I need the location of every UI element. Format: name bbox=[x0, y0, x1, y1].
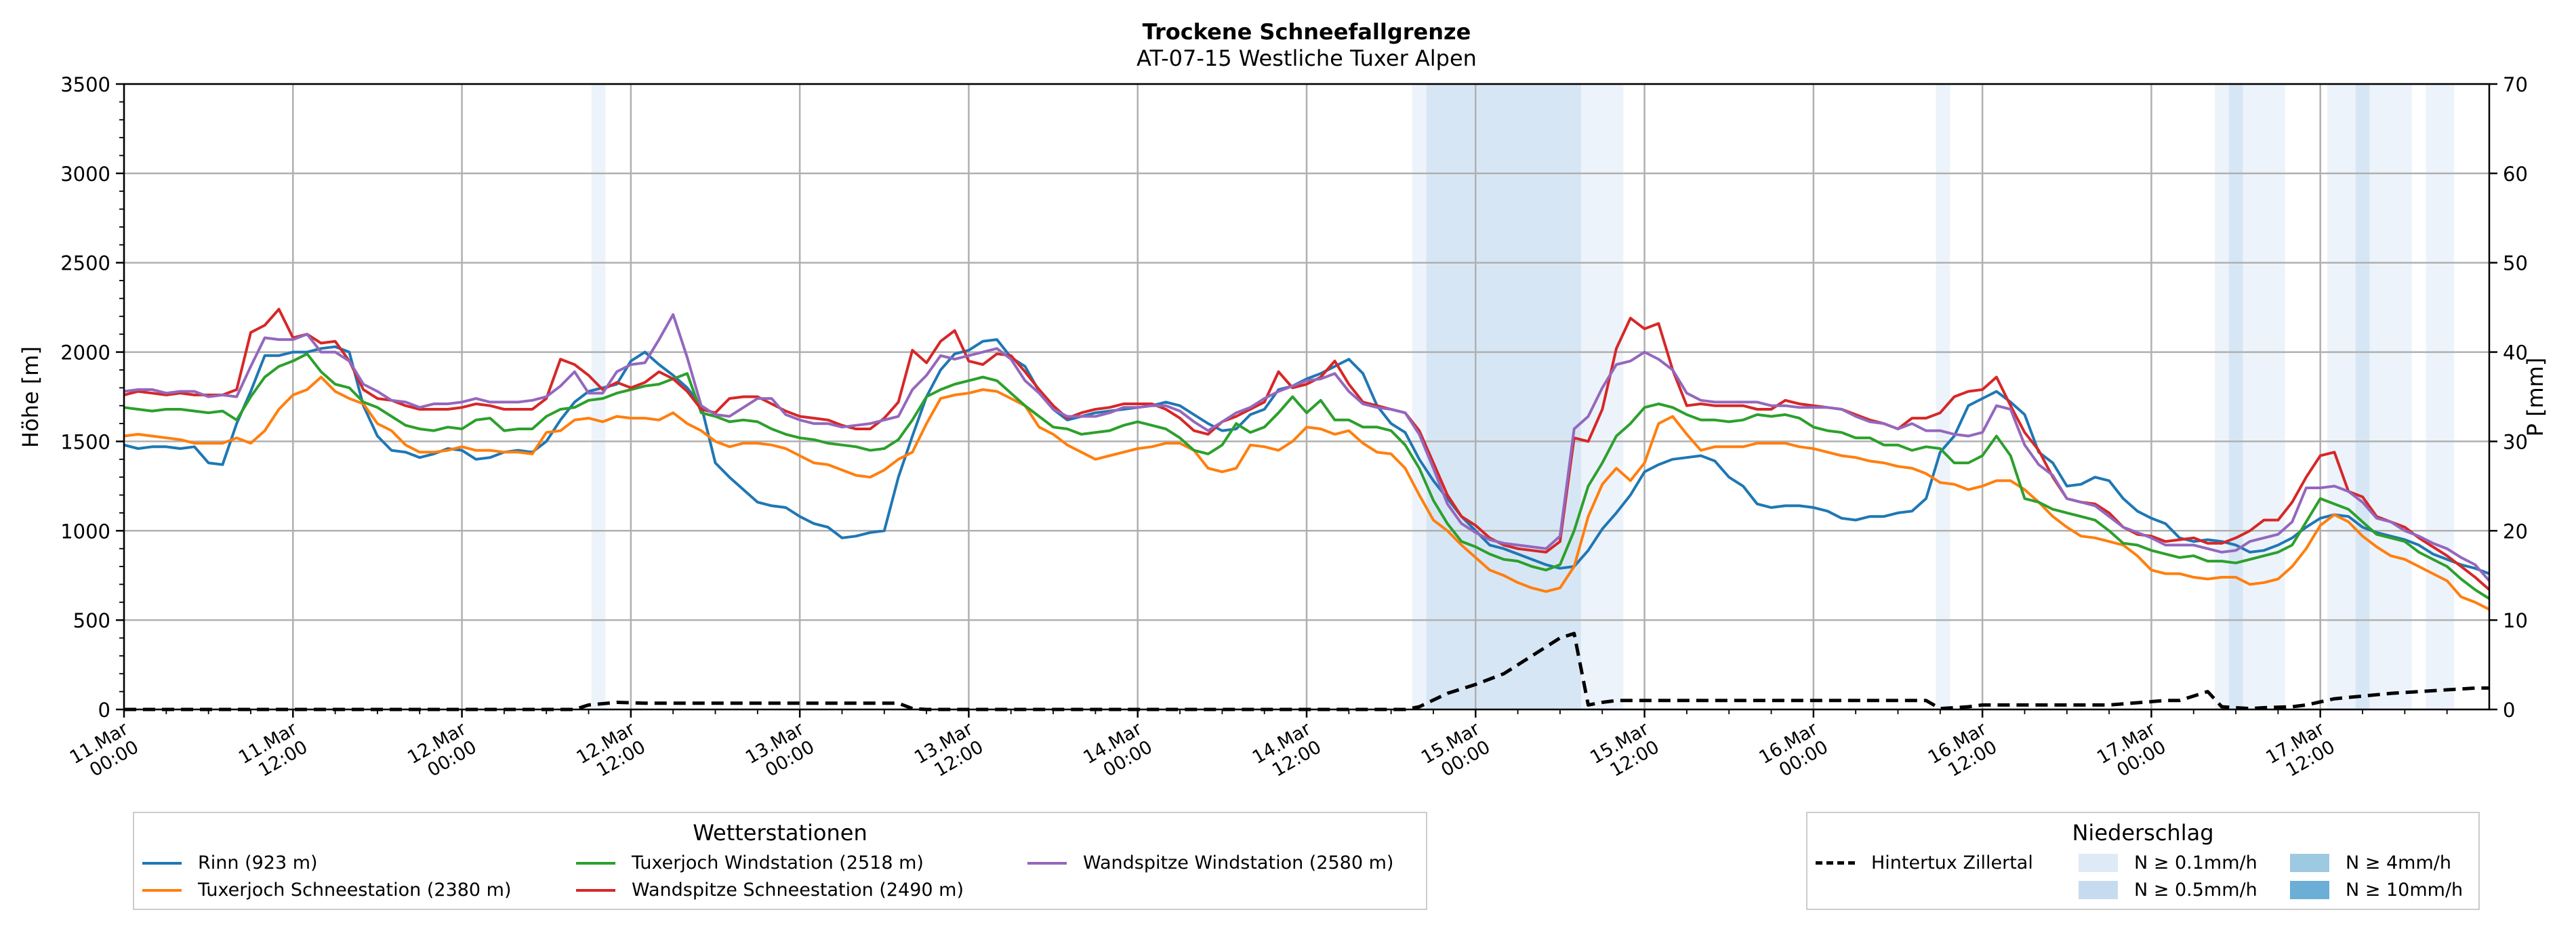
grid-lines bbox=[123, 83, 2489, 711]
series-line-3 bbox=[123, 308, 2491, 591]
legend-item-wandspitze-windstation: Wandspitze Windstation (2580 m) bbox=[1027, 852, 1393, 873]
legend-item-wandspitze-schneestation: Wandspitze Schneestation (2490 m) bbox=[576, 880, 964, 901]
precip-band-8 bbox=[2327, 84, 2356, 709]
y-tick-label-3: 1500 bbox=[60, 430, 110, 453]
legend-dash-hintertux bbox=[1816, 861, 1855, 865]
y2-tick-label-3: 30 bbox=[2503, 430, 2528, 453]
series-line-4 bbox=[123, 313, 2491, 582]
legend-label-hintertux: Hintertux Zillertal bbox=[1871, 852, 2033, 873]
y2-tick-label-1: 10 bbox=[2503, 609, 2528, 632]
legend-line-wandspitze-schneestation bbox=[576, 888, 615, 892]
series-line-2 bbox=[123, 352, 2491, 600]
legend-item-rinn: Rinn (923 m) bbox=[142, 852, 318, 873]
legend-label-tuxerjoch-schneestation: Tuxerjoch Schneestation (2380 m) bbox=[198, 880, 512, 901]
chart-title: Trockene Schneefallgrenze bbox=[1143, 19, 1471, 45]
series-line-0 bbox=[123, 338, 2490, 575]
legend-label-tuxerjoch-windstation: Tuxerjoch Windstation (2518 m) bbox=[632, 852, 924, 873]
precipitation-series bbox=[124, 632, 2489, 711]
precipitation-legend-title: Niederschlag bbox=[2072, 820, 2214, 846]
y-axis-label: Höhe [m] bbox=[18, 346, 43, 448]
precipitation-bands bbox=[591, 84, 2455, 709]
precip-band-3 bbox=[1581, 84, 1624, 709]
legend-line-tuxerjoch-schneestation bbox=[142, 888, 182, 892]
y2-tick-label-6: 60 bbox=[2503, 163, 2528, 186]
precip-band-9 bbox=[2355, 84, 2370, 709]
precip-band-7 bbox=[2243, 84, 2285, 709]
precip-band-0 bbox=[591, 84, 606, 709]
legend-label-rinn: Rinn (923 m) bbox=[198, 852, 318, 873]
legend-line-rinn bbox=[142, 861, 182, 865]
legend-label-n-4: N ≥ 4mm/h bbox=[2346, 852, 2451, 873]
precip-band-10 bbox=[2369, 84, 2412, 709]
y2-tick-label-7: 70 bbox=[2503, 73, 2528, 96]
legend-label-n-0-1: N ≥ 0.1mm/h bbox=[2134, 852, 2257, 873]
legend-patch-n-4 bbox=[2290, 854, 2329, 872]
precip-band-5 bbox=[2214, 84, 2229, 709]
y2-tick-label-0: 0 bbox=[2503, 699, 2515, 722]
chart-subtitle: AT-07-15 Westliche Tuxer Alpen bbox=[1137, 45, 1477, 71]
legend-patch-n-0-1 bbox=[2079, 854, 2118, 872]
precip-band-6 bbox=[2228, 84, 2243, 709]
y-tick-label-4: 2000 bbox=[60, 342, 110, 365]
legend-patch-n-0-5 bbox=[2079, 881, 2118, 899]
station-series bbox=[123, 308, 2491, 611]
y-tick-label-0: 0 bbox=[98, 699, 110, 722]
legend-item-n-0-1: N ≥ 0.1mm/h bbox=[2079, 852, 2257, 873]
y2-tick-label-4: 40 bbox=[2503, 342, 2528, 365]
y-tick-label-5: 2500 bbox=[60, 252, 110, 275]
precip-band-1 bbox=[1412, 84, 1427, 709]
legend-label-n-10: N ≥ 10mm/h bbox=[2346, 880, 2463, 901]
y2-tick-label-2: 20 bbox=[2503, 520, 2528, 543]
legend-label-n-0-5: N ≥ 0.5mm/h bbox=[2134, 880, 2257, 901]
stations-legend: Wetterstationen Rinn (923 m) Tuxerjoch S… bbox=[133, 812, 1427, 910]
legend-label-wandspitze-schneestation: Wandspitze Schneestation (2490 m) bbox=[632, 880, 964, 901]
y2-axis-label: P [mm] bbox=[2522, 358, 2548, 437]
y-tick-label-2: 1000 bbox=[60, 520, 110, 543]
y-tick-label-7: 3500 bbox=[60, 73, 110, 96]
legend-label-wandspitze-windstation: Wandspitze Windstation (2580 m) bbox=[1083, 852, 1394, 873]
legend-item-n-0-5: N ≥ 0.5mm/h bbox=[2079, 880, 2257, 901]
series-line-1 bbox=[123, 375, 2490, 611]
legend-item-tuxerjoch-windstation: Tuxerjoch Windstation (2518 m) bbox=[576, 852, 924, 873]
legend-item-n-10: N ≥ 10mm/h bbox=[2290, 880, 2463, 901]
legend-item-tuxerjoch-schneestation: Tuxerjoch Schneestation (2380 m) bbox=[142, 880, 512, 901]
stations-legend-title: Wetterstationen bbox=[693, 820, 867, 846]
precipitation-legend: Niederschlag Hintertux Zillertal N ≥ 0.1… bbox=[1806, 812, 2480, 910]
y2-tick-label-5: 50 bbox=[2503, 252, 2528, 275]
precip-line-hintertux bbox=[124, 632, 2489, 711]
legend-item-n-4: N ≥ 4mm/h bbox=[2290, 852, 2451, 873]
legend-patch-n-10 bbox=[2290, 881, 2329, 899]
legend-line-tuxerjoch-windstation bbox=[576, 861, 615, 865]
precip-band-2 bbox=[1426, 84, 1582, 709]
precip-band-11 bbox=[2426, 84, 2455, 709]
y-tick-label-6: 3000 bbox=[60, 163, 110, 186]
legend-item-hintertux: Hintertux Zillertal bbox=[1816, 852, 2033, 873]
y-tick-label-1: 500 bbox=[73, 609, 110, 632]
precip-band-4 bbox=[1936, 84, 1950, 709]
legend-line-wandspitze-windstation bbox=[1027, 861, 1067, 865]
